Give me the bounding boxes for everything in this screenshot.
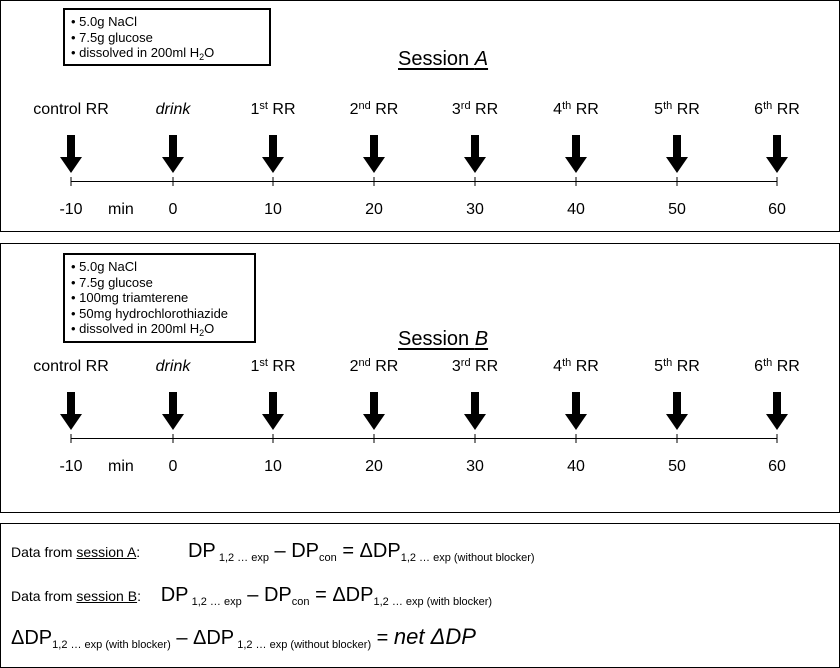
down-arrow-icon (464, 135, 486, 178)
time-label: -10 (59, 201, 83, 218)
down-arrow-icon (666, 392, 688, 435)
event-label: 2nd RR (349, 357, 399, 376)
equation-session-b: Data from session B: DP 1,2 … exp – DPco… (11, 584, 493, 608)
down-arrow-icon (60, 392, 82, 435)
event-label: 6th RR (754, 357, 800, 376)
event-label: drink (155, 101, 191, 118)
event-label: 1st RR (250, 357, 296, 376)
time-axis (71, 181, 777, 182)
event-label: 2nd RR (349, 100, 399, 119)
down-arrow-icon (565, 392, 587, 435)
down-arrow-icon (162, 135, 184, 178)
time-label: 40 (567, 458, 585, 475)
session-a-timeline: control RR -10 drink 0 1st RR 10 2nd RR 20 3rd R… (1, 101, 840, 221)
event-label: 3rd RR (451, 100, 499, 119)
down-arrow-icon (60, 135, 82, 178)
down-arrow-icon (363, 135, 385, 178)
time-label: 50 (668, 458, 686, 475)
session-b-ingredients-box: • 5.0g NaCl • 7.5g glucose • 100mg triam… (63, 253, 256, 343)
equation-net: ΔDP1,2 … exp (with blocker) – ΔDP 1,2 … … (11, 624, 476, 651)
time-label: 10 (264, 201, 282, 218)
time-label: 0 (168, 201, 178, 218)
time-label: 50 (668, 201, 686, 218)
axis-tick (776, 434, 778, 443)
down-arrow-icon (162, 392, 184, 435)
time-label: 40 (567, 201, 585, 218)
time-label: 0 (168, 458, 178, 475)
event-label: 3rd RR (451, 357, 499, 376)
down-arrow-icon (565, 135, 587, 178)
session-a-title: Session A (398, 48, 489, 70)
session-b-timeline: control RR -10 drink 0 1st RR 10 2nd RR 20 3rd R… (1, 358, 840, 478)
down-arrow-icon (363, 392, 385, 435)
time-label: 30 (466, 458, 484, 475)
down-arrow-icon (262, 135, 284, 178)
down-arrow-icon (464, 392, 486, 435)
down-arrow-icon (262, 392, 284, 435)
session-a-panel: • 5.0g NaCl • 7.5g glucose • dissolved i… (0, 0, 840, 232)
time-label: 20 (365, 201, 383, 218)
equation-session-a: Data from session A: DP 1,2 … exp – DPco… (11, 540, 535, 564)
time-label: 20 (365, 458, 383, 475)
ingredient-line: • 7.5g glucose (71, 274, 153, 290)
down-arrow-icon (766, 392, 788, 435)
event-label: 4th RR (553, 100, 599, 119)
time-label: 30 (466, 201, 484, 218)
ingredient-line: • 5.0g NaCl (71, 259, 137, 274)
session-a-ingredients-box: • 5.0g NaCl • 7.5g glucose • dissolved i… (63, 8, 271, 66)
down-arrow-icon (766, 135, 788, 178)
event-label: 1st RR (250, 100, 296, 119)
time-label: 60 (768, 458, 786, 475)
time-label: -10 (59, 458, 83, 475)
time-label: 60 (768, 201, 786, 218)
event-label: control RR (33, 358, 109, 375)
equations-panel: Data from session A: DP 1,2 … exp – DPco… (0, 523, 840, 668)
time-unit-label: min (108, 201, 134, 218)
event-label: 5th RR (654, 100, 700, 119)
time-unit-label: min (108, 458, 134, 475)
ingredient-line: • dissolved in 200ml H2O (71, 45, 215, 62)
time-label: 10 (264, 458, 282, 475)
ingredient-line: • 100mg triamterene (71, 290, 189, 305)
event-label: drink (155, 358, 191, 375)
ingredient-line: • 5.0g NaCl (71, 14, 137, 29)
event-label: control RR (33, 101, 109, 118)
time-axis (71, 438, 777, 439)
axis-tick (776, 177, 778, 186)
event-label: 5th RR (654, 357, 700, 376)
ingredient-line: • dissolved in 200ml H2O (71, 321, 215, 338)
ingredient-line: • 7.5g glucose (71, 29, 153, 45)
event-label: 4th RR (553, 357, 599, 376)
event-label: 6th RR (754, 100, 800, 119)
session-b-panel: • 5.0g NaCl • 7.5g glucose • 100mg triam… (0, 243, 840, 513)
down-arrow-icon (666, 135, 688, 178)
session-b-title: Session B (398, 328, 489, 350)
ingredient-line: • 50mg hydrochlorothiazide (71, 305, 229, 321)
